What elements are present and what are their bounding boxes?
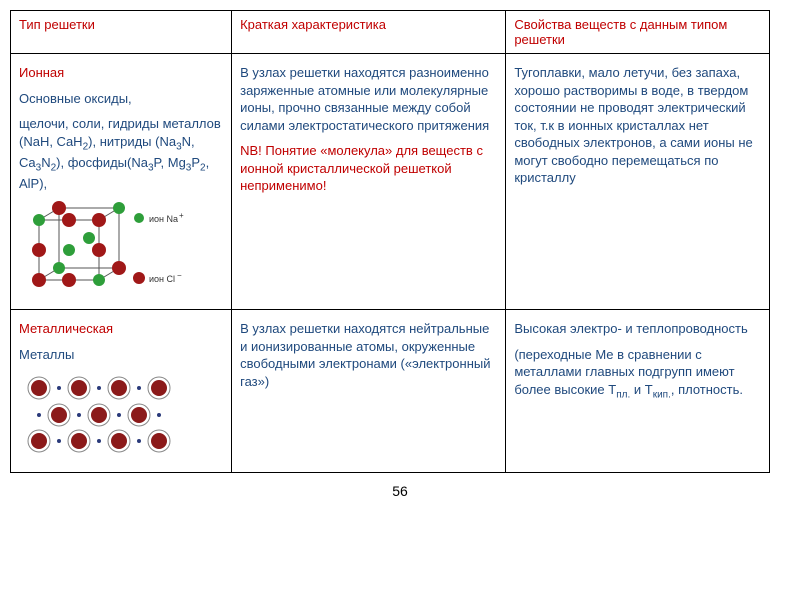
ionic-title: Ионная xyxy=(19,64,223,82)
metallic-lattice-diagram xyxy=(19,373,223,456)
svg-text:+: + xyxy=(179,211,184,220)
table-header-row: Тип решетки Краткая характеристика Свойс… xyxy=(11,11,770,54)
header-col3: Свойства веществ с данным типом решетки xyxy=(506,11,770,54)
ionic-properties: Тугоплавки, мало летучи, без запаха, хор… xyxy=(514,64,761,187)
metallic-type-cell: Металлическая Металлы xyxy=(11,310,232,473)
svg-text:−: − xyxy=(177,271,182,280)
metallic-examples: Металлы xyxy=(19,346,223,364)
ionic-nb: NB! Понятие «молекула» для веществ с ион… xyxy=(240,142,497,195)
ionic-examples-2: щелочи, соли, гидриды металлов (NaH, CaH… xyxy=(19,115,223,192)
ionic-properties-cell: Тугоплавки, мало летучи, без запаха, хор… xyxy=(506,54,770,310)
ionic-characteristic: В узлах решетки находятся разноименно за… xyxy=(240,64,497,134)
metallic-lattice-svg xyxy=(19,373,179,453)
table-row-ionic: Ионная Основные оксиды, щелочи, соли, ги… xyxy=(11,54,770,310)
ionic-lattice-svg: ион Na+ ион Cl− xyxy=(19,200,189,300)
header-col1: Тип решетки xyxy=(11,11,232,54)
metallic-title: Металлическая xyxy=(19,320,223,338)
ionic-examples-1: Основные оксиды, xyxy=(19,90,223,108)
table-row-metallic: Металлическая Металлы xyxy=(11,310,770,473)
header-col2: Краткая характеристика xyxy=(232,11,506,54)
metallic-properties-cell: Высокая электро- и теплопроводность (пер… xyxy=(506,310,770,473)
ionic-characteristic-cell: В узлах решетки находятся разноименно за… xyxy=(232,54,506,310)
metallic-characteristic-cell: В узлах решетки находятся нейтральные и … xyxy=(232,310,506,473)
metallic-characteristic: В узлах решетки находятся нейтральные и … xyxy=(240,320,497,390)
ionic-lattice-diagram: ион Na+ ион Cl− xyxy=(19,200,223,303)
ionic-type-cell: Ионная Основные оксиды, щелочи, соли, ги… xyxy=(11,54,232,310)
lattice-table: Тип решетки Краткая характеристика Свойс… xyxy=(10,10,770,473)
svg-text:ион Na: ион Na xyxy=(149,214,178,224)
metallic-properties-1: Высокая электро- и теплопроводность xyxy=(514,320,761,338)
page-number: 56 xyxy=(10,483,790,499)
metallic-properties-2: (переходные Ме в сравнении с металлами г… xyxy=(514,346,761,402)
svg-text:ион Cl: ион Cl xyxy=(149,274,175,284)
